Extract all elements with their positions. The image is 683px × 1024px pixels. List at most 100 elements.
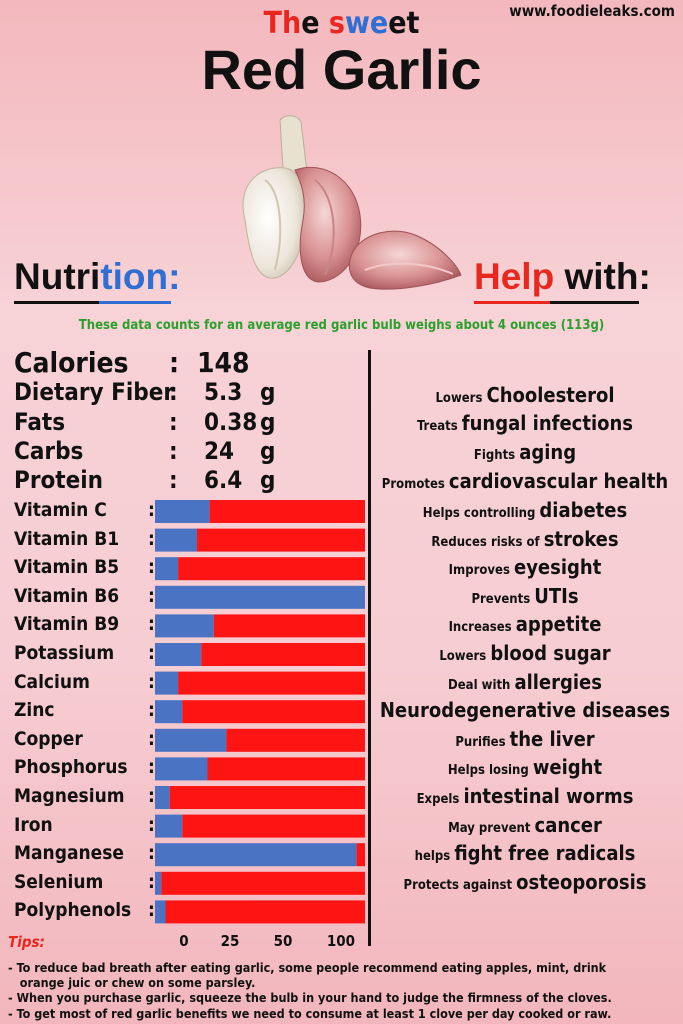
category-label: Calcium	[14, 670, 90, 693]
bar-value	[155, 814, 183, 838]
help-item-prefix: Deal with	[448, 677, 515, 693]
bar-value	[155, 728, 227, 752]
title-top: The sweet	[0, 6, 683, 41]
help-item-prefix: May prevent	[448, 820, 535, 836]
bar-value	[155, 557, 179, 581]
nutrition-underline	[14, 301, 171, 304]
nutrition-heading: Nutrition:	[14, 256, 181, 297]
help-item: Expels intestinal worms	[370, 784, 680, 808]
macro-unit: g	[260, 466, 276, 494]
category-label: Potassium	[14, 642, 115, 664]
help-item: Fights aging	[370, 440, 680, 464]
help-item: May prevent cancer	[370, 813, 680, 837]
macro-colon: :	[169, 408, 178, 436]
help-item: Prevents UTIs	[370, 584, 680, 608]
x-tick-label: 100	[327, 932, 355, 950]
bar-value	[155, 871, 162, 895]
help-item-benefit: intestinal worms	[463, 784, 634, 808]
help-item-prefix: Lowers	[435, 391, 487, 406]
help-item-prefix: Promotes	[381, 477, 449, 492]
help-heading: Help with:	[474, 256, 651, 297]
bar-remainder	[182, 814, 365, 838]
bar-value	[155, 843, 357, 867]
page-title: Red Garlic	[201, 38, 482, 101]
bar-value	[155, 614, 214, 638]
category-colon: :	[148, 670, 155, 693]
x-tick-label: 0	[179, 932, 188, 950]
help-item-benefit: osteoporosis	[516, 869, 647, 894]
help-item-prefix: Fights	[473, 448, 520, 463]
bar-remainder	[201, 643, 365, 666]
data-note: These data counts for an average red gar…	[78, 318, 605, 333]
help-item-prefix: Prevents	[471, 591, 535, 607]
bar-remainder	[213, 614, 365, 638]
bar-value	[155, 500, 210, 523]
macro-row: Dietary Fiber:5.3 g	[14, 378, 314, 410]
category-colon: :	[148, 727, 155, 750]
macro-colon: :	[169, 378, 178, 406]
category-colon: :	[148, 613, 155, 636]
title-top-part: Th	[263, 6, 302, 41]
help-item-prefix: Reduces risks of	[431, 534, 544, 550]
help-item: Protects against osteoporosis	[370, 870, 680, 894]
help-item-prefix: Improves	[448, 563, 514, 579]
macro-unit: g	[260, 437, 276, 465]
macro-label: Fats	[14, 408, 66, 436]
category-label: Vitamin B5	[14, 556, 120, 579]
bar-remainder	[356, 843, 365, 867]
macro-label: Calories	[14, 346, 129, 379]
bar-value	[155, 528, 197, 552]
bar-value	[155, 671, 179, 695]
category-label: Copper	[14, 727, 83, 750]
macro-colon: :	[169, 437, 178, 465]
bar-remainder	[178, 557, 365, 581]
help-item: Reduces risks of strokes	[370, 527, 680, 551]
bar-remainder	[161, 871, 365, 895]
category-colon: :	[148, 842, 155, 865]
help-item: Purifies the liver	[370, 727, 680, 751]
category-label: Zinc	[14, 699, 55, 722]
help-item-benefit: blood sugar	[490, 641, 611, 665]
help-item: Promotes cardiovascular health	[370, 469, 680, 493]
tip-item: - When you purchase garlic, squeeze the …	[8, 990, 612, 1005]
help-item: helps fight free radicals	[370, 841, 680, 865]
bar-value	[155, 757, 208, 781]
bar-remainder	[178, 671, 365, 695]
help-item-benefit: eyesight	[513, 555, 602, 580]
help-item-prefix: helps	[414, 849, 455, 865]
macro-row: Calories:148	[14, 346, 314, 379]
category-label: Vitamin C	[14, 499, 107, 521]
macro-unit: g	[260, 378, 276, 406]
macro-value: 148	[197, 346, 250, 379]
category-label: Vitamin B6	[14, 584, 120, 607]
help-underline	[474, 301, 639, 304]
help-item-benefit: Neurodegenerative diseases	[379, 698, 671, 723]
macro-colon: :	[169, 466, 178, 494]
tip-item: orange juic or chew on some parsley.	[8, 975, 256, 990]
help-item-prefix: Purifies	[455, 734, 510, 750]
title-top-part: we	[344, 6, 389, 41]
help-item-benefit: weight	[532, 755, 603, 780]
category-colon: :	[148, 870, 155, 893]
macro-value: 5.3	[204, 378, 243, 406]
tip-item: - To get most of red garlic benefits we …	[8, 1006, 612, 1021]
category-colon: :	[148, 642, 155, 664]
help-item-benefit: diabetes	[539, 498, 628, 522]
category-label: Vitamin B1	[14, 527, 120, 550]
bar-value	[155, 700, 183, 724]
bar-remainder	[182, 700, 365, 724]
bar-remainder	[226, 728, 365, 752]
help-item-benefit: allergies	[514, 669, 602, 694]
macro-row: Protein:6.4 g	[14, 466, 314, 498]
help-item-benefit: strokes	[543, 526, 619, 551]
title-top-part: s	[328, 6, 345, 41]
category-label: Phosphorus	[14, 756, 128, 779]
x-tick-label: 50	[274, 932, 293, 950]
help-item-prefix: Helps controlling	[422, 506, 540, 521]
bar-value	[155, 900, 166, 924]
category-label: Manganese	[14, 842, 125, 865]
column-divider	[368, 350, 371, 946]
category-colon: :	[148, 813, 155, 836]
help-item-prefix: Helps losing	[447, 763, 533, 779]
macro-label: Dietary Fiber	[14, 378, 175, 406]
